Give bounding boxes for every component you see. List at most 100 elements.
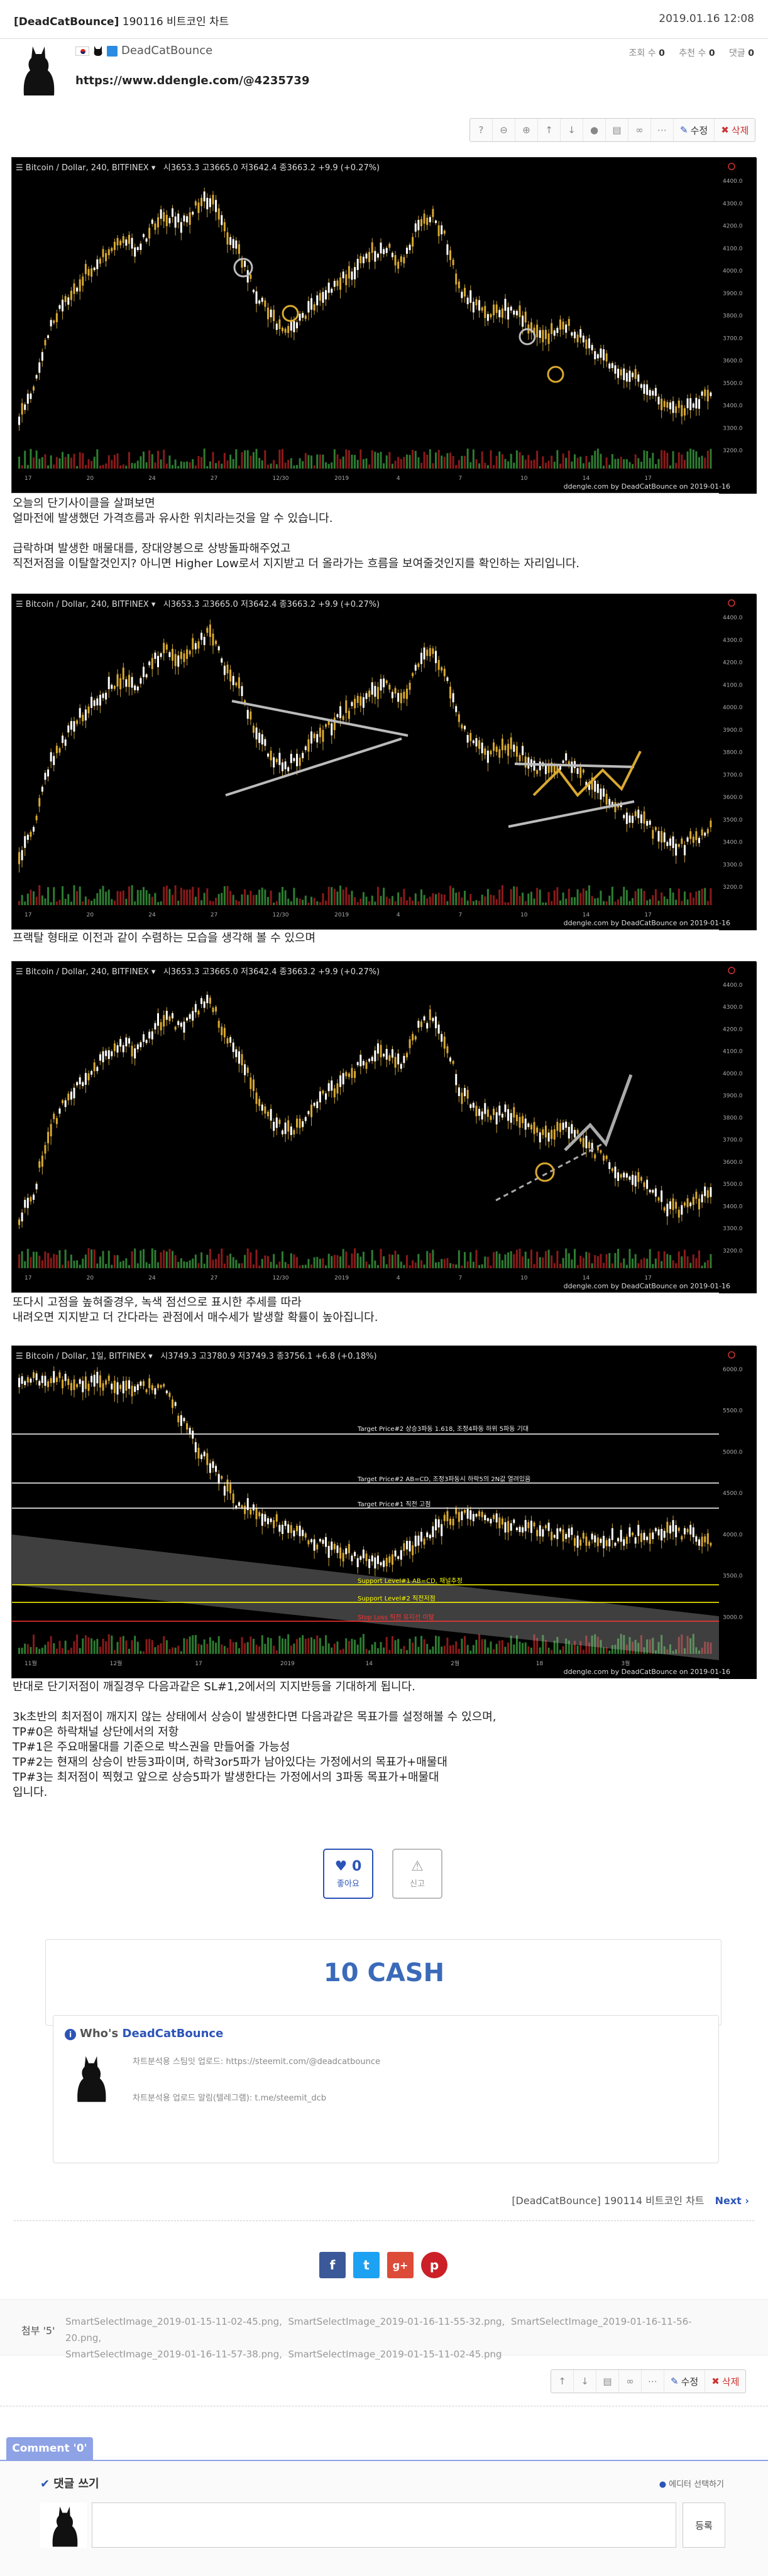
attachment-link[interactable]: SmartSelectImage_2019-01-15-11-02-45.png [288,2349,502,2360]
report-button[interactable]: ⚠ 신고 [392,1849,442,1899]
candle [632,372,634,378]
candle [461,724,463,729]
comment-tab[interactable]: Comment '0' [6,2437,93,2460]
candle [371,1555,373,1562]
candle [518,305,521,317]
price-tick-label: 5500.0 [723,1408,743,1415]
pinterest-share-button[interactable]: p [421,2252,447,2278]
candle [409,682,411,690]
zoom-out-icon[interactable]: ⊖ [493,119,515,141]
volume-bar [266,1637,269,1654]
googleplus-share-button[interactable]: g+ [387,2252,414,2278]
candle [296,754,298,766]
candle [559,1123,561,1133]
attachment-link[interactable]: SmartSelectImage_2019-01-16-11-57-38.png… [65,2349,282,2360]
volume-bar [203,448,206,469]
candle [165,644,168,650]
candle [246,270,249,283]
price-tick-label: 4000.0 [723,1071,743,1077]
volume-bar [111,1635,113,1654]
down-icon[interactable]: ↓ [561,119,583,141]
candle [672,401,674,413]
print-icon[interactable]: ▤ [596,2370,619,2393]
candle [322,1540,324,1544]
candle [18,852,20,864]
author-name[interactable]: DeadCatBounce [121,44,213,57]
candle [625,372,628,382]
candle [625,1173,628,1178]
author-url[interactable]: https://www.ddengle.com/@4235739 [75,74,310,87]
candle [38,798,41,807]
candle [203,191,206,202]
candle [250,274,252,280]
profile-line-1: 차트분석용 스팀잇 업로드: https://steemit.com/@dead… [133,2057,380,2067]
next-link[interactable]: Next › [715,2195,749,2207]
help-button[interactable]: ? [470,119,493,141]
attachment-link[interactable]: SmartSelectImage_2019-01-16-11-56-20.png… [65,2316,692,2344]
up-icon[interactable]: ↑ [551,2370,574,2393]
edit-button[interactable]: ✎ 수정 [674,119,715,141]
time-tick-label: 24 [148,912,156,918]
candle [35,1183,38,1190]
link-icon[interactable]: ∞ [619,2370,642,2393]
volume-bar [518,1248,521,1268]
attachment-link[interactable]: SmartSelectImage_2019-01-16-11-55-32.png… [288,2316,505,2327]
edit-button[interactable]: ✎ 수정 [664,2370,706,2393]
comment-input[interactable] [92,2503,676,2548]
profile-line-2: 차트분석용 업로드 알림(텔레그램): t.me/steemit_dcb [133,2094,327,2103]
candle [154,1023,156,1030]
delete-button[interactable]: ✖ 삭제 [711,2376,740,2388]
candle [255,291,258,304]
link-icon[interactable]: ∞ [628,119,651,141]
volume-bar [183,889,185,905]
candle [692,1197,694,1205]
volume-bar [136,460,139,469]
zoom-in-icon[interactable]: ⊕ [515,119,538,141]
volume-bar [486,465,489,469]
candle [307,1540,310,1545]
attachment-link[interactable]: SmartSelectImage_2019-01-15-11-02-45.png… [65,2316,282,2327]
candle [96,259,99,269]
candle [435,1016,437,1028]
title-bar: [DeadCatBounce] 190116 비트코인 차트 2019.01.1… [0,0,768,39]
more-icon[interactable]: ⋯ [642,2370,664,2393]
delete-button[interactable]: ✖ 삭제 [721,124,749,136]
comment-submit-button[interactable]: 등록 [683,2503,725,2548]
print-icon[interactable]: ▤ [606,119,628,141]
editor-select-link[interactable]: ● 에디터 선택하기 [659,2480,724,2489]
volume-bar [661,450,663,469]
volume-bar [113,455,116,469]
volume-bar [397,892,400,905]
volume-bar [168,889,171,905]
candle [273,1520,275,1528]
like-button[interactable]: ♥ 0 좋아요 [323,1849,373,1899]
candle [160,1385,162,1388]
volume-bar [495,1251,498,1268]
price-tick-label: 3800.0 [723,313,743,320]
volume-bar [559,1263,561,1268]
candle [128,1380,130,1389]
more-icon[interactable]: ⋯ [651,119,674,141]
volume-bar [432,1646,434,1654]
volume-bar [397,457,400,469]
candle [409,1039,411,1048]
candle [278,753,281,765]
candle [640,814,642,823]
prev-post-link[interactable]: [DeadCatBounce] 190114 비트코인 차트 [512,2195,705,2207]
volume-bar [275,1650,278,1654]
twitter-share-button[interactable]: t [353,2252,380,2278]
volume-bar [582,888,584,905]
up-icon[interactable]: ↑ [538,119,561,141]
candle [87,1383,90,1391]
volume-bar [336,891,339,905]
candle [258,1512,261,1516]
comment-icon[interactable]: ● [583,119,606,141]
candle [391,1049,393,1058]
author-avatar[interactable] [9,41,65,97]
candle [333,281,336,287]
down-icon[interactable]: ↓ [574,2370,596,2393]
facebook-share-button[interactable]: f [319,2252,346,2278]
candle [345,274,348,285]
candle [348,710,350,719]
candle [50,320,52,327]
